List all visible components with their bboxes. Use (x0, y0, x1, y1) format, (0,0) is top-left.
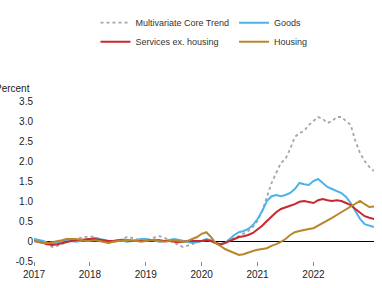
svg-text:2019: 2019 (135, 269, 158, 280)
svg-text:Goods: Goods (274, 18, 301, 28)
svg-text:Multivariate Core Trend: Multivariate Core Trend (136, 18, 230, 28)
svg-text:-0.5: -0.5 (16, 256, 34, 267)
svg-text:Housing: Housing (274, 37, 307, 47)
svg-text:Percent: Percent (0, 83, 30, 94)
svg-text:1.0: 1.0 (19, 196, 33, 207)
svg-text:2.0: 2.0 (19, 156, 33, 167)
svg-text:2018: 2018 (79, 269, 102, 280)
svg-text:1.5: 1.5 (19, 176, 33, 187)
svg-text:2021: 2021 (246, 269, 269, 280)
svg-text:3.5: 3.5 (19, 96, 33, 107)
svg-text:3.0: 3.0 (19, 116, 33, 127)
svg-text:0: 0 (27, 236, 33, 247)
svg-text:2017: 2017 (23, 269, 46, 280)
svg-text:2.5: 2.5 (19, 136, 33, 147)
svg-text:Services ex. housing: Services ex. housing (136, 37, 219, 47)
svg-text:2020: 2020 (191, 269, 214, 280)
svg-text:0.5: 0.5 (19, 216, 33, 227)
svg-text:2022: 2022 (302, 269, 325, 280)
